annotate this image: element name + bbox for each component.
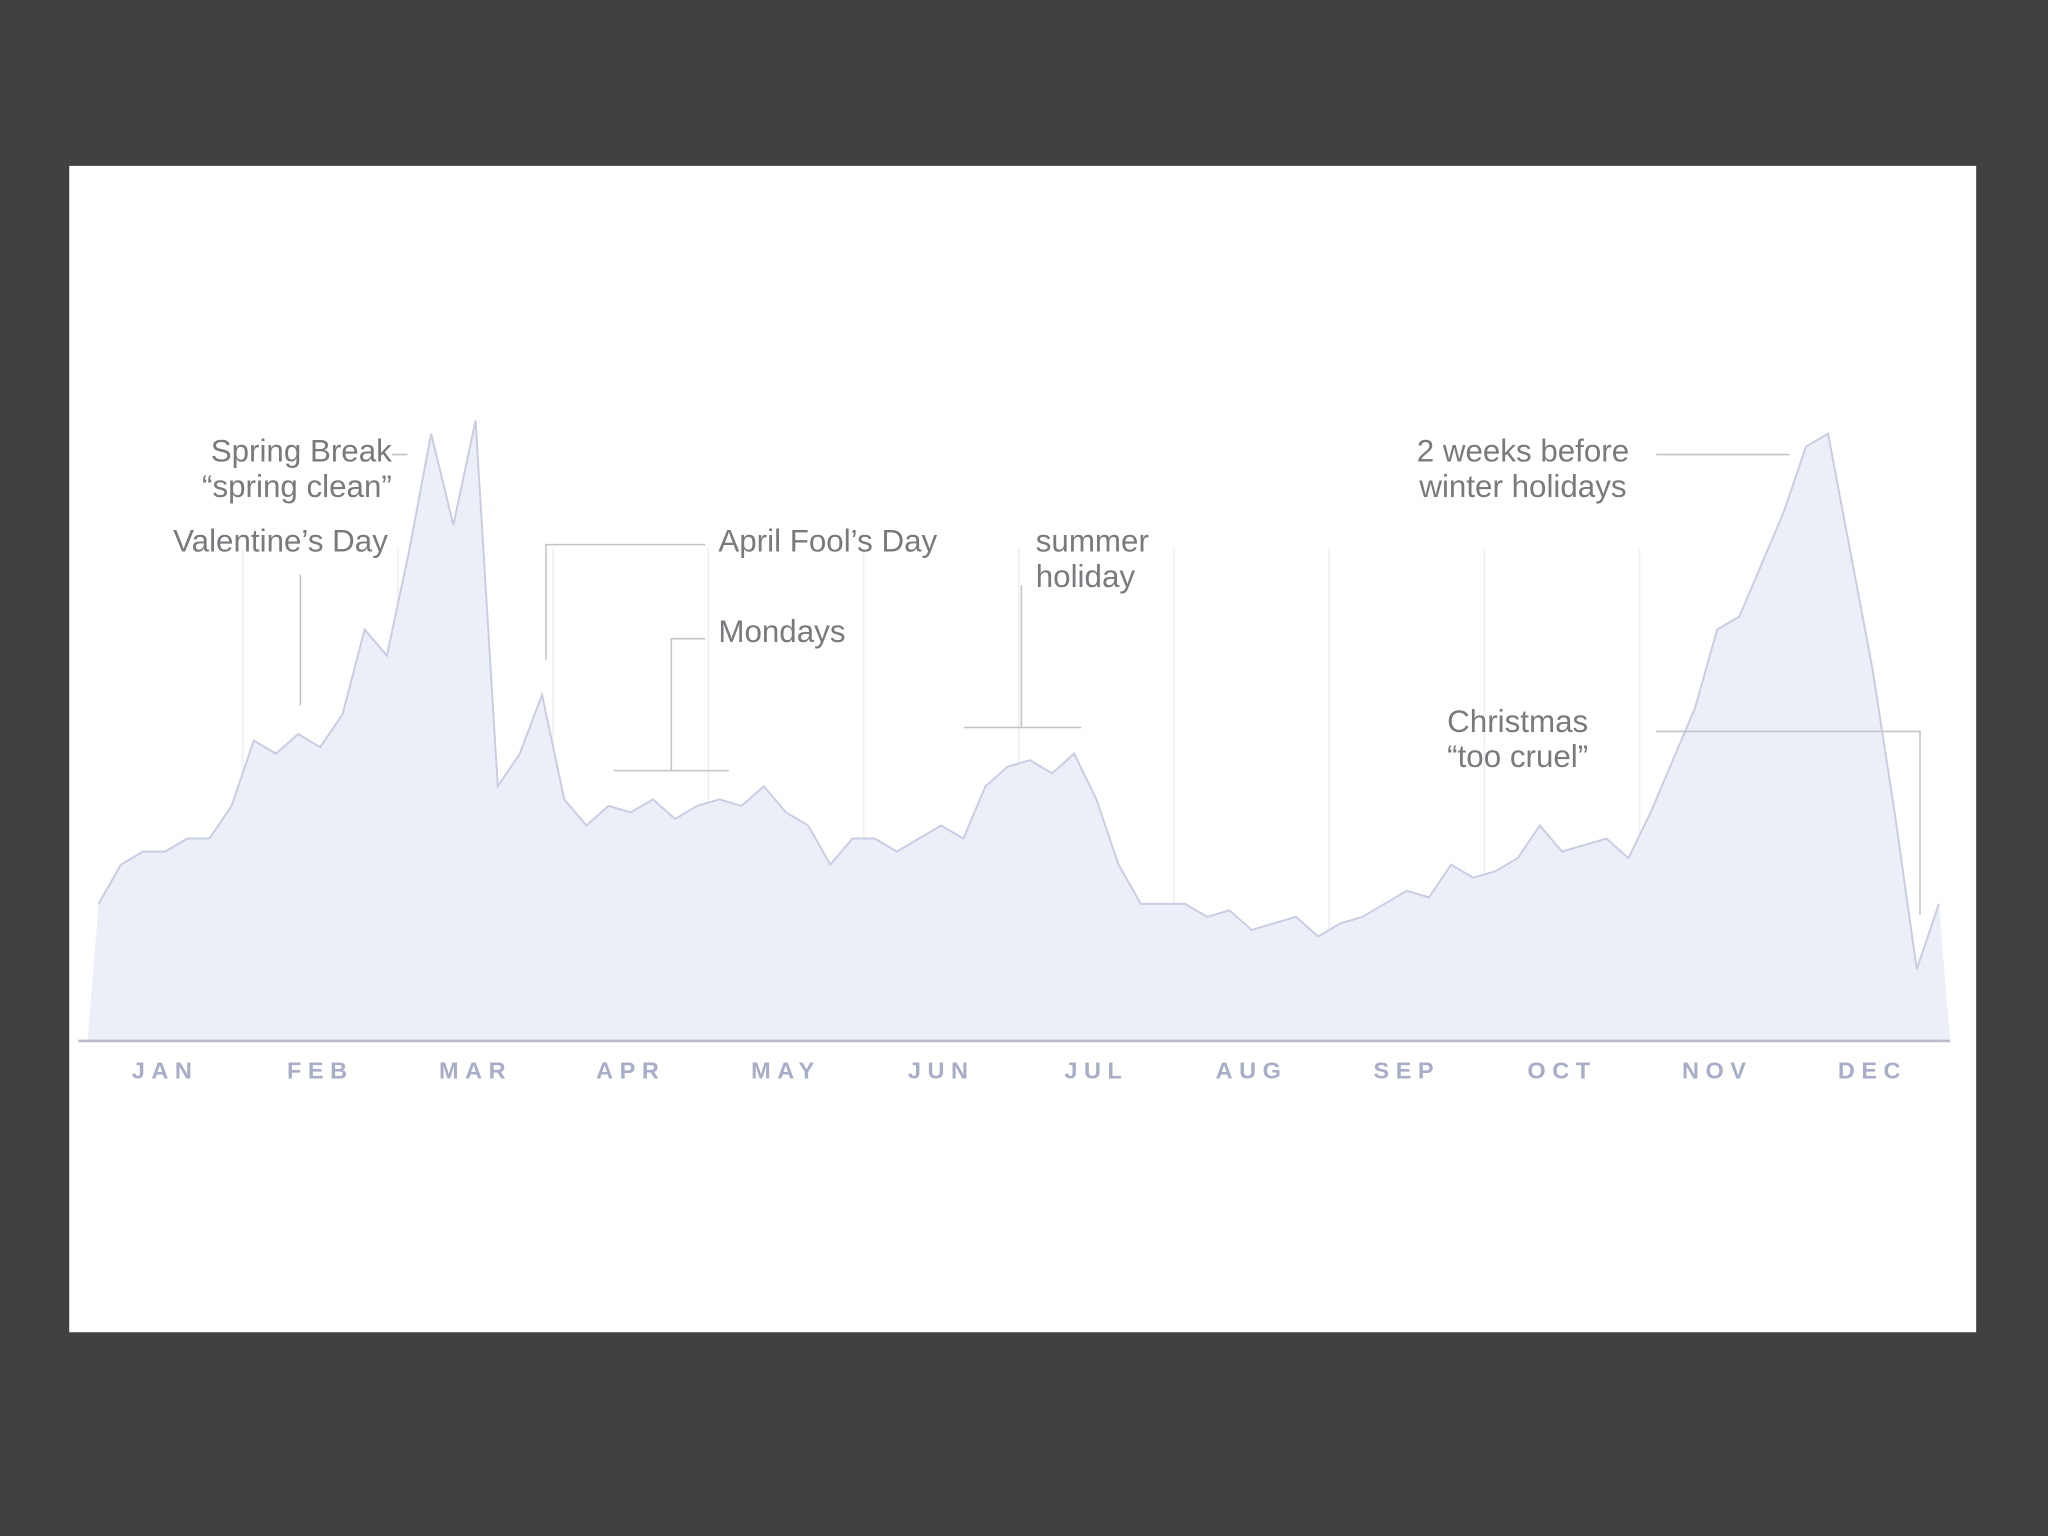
area (87, 420, 1951, 1041)
x-tick-label: AUG (1216, 1058, 1288, 1084)
leader (613, 637, 729, 772)
annotations: Spring Break“spring clean” Valentine’s Da… (173, 434, 1629, 775)
leader (963, 585, 1082, 729)
x-tick-label: JAN (132, 1058, 199, 1084)
annotation: Mondays (718, 614, 845, 649)
x-tick-label: FEB (287, 1058, 354, 1084)
x-tick-label: SEP (1373, 1058, 1440, 1084)
x-tick-label: OCT (1527, 1058, 1596, 1084)
annotation: Christmas (1447, 704, 1588, 739)
x-tick-label: DEC (1838, 1058, 1907, 1084)
area-line (97, 420, 1940, 970)
annotation: Spring Break (211, 434, 392, 469)
leader (545, 543, 706, 660)
annotation: “too cruel” (1447, 739, 1588, 774)
annotation: “spring clean” (202, 469, 392, 504)
annotation: Valentine’s Day (173, 524, 388, 559)
annotation: April Fool’s Day (718, 524, 937, 559)
annotation: summer (1036, 524, 1149, 559)
leader-lines (299, 453, 1921, 915)
annotation: winter holidays (1418, 469, 1626, 504)
x-tick-label: MAR (439, 1058, 512, 1084)
x-tick-label: JUL (1064, 1058, 1128, 1084)
annotation: 2 weeks before (1417, 434, 1629, 469)
x-tick-label: NOV (1682, 1058, 1753, 1084)
leader (1656, 730, 1921, 915)
x-tick-label: MAY (751, 1058, 821, 1084)
plot-area (87, 420, 1951, 1041)
x-tick-label: APR (596, 1058, 665, 1084)
annotation: holiday (1036, 559, 1136, 594)
x-tick-label: JUN (908, 1058, 975, 1084)
